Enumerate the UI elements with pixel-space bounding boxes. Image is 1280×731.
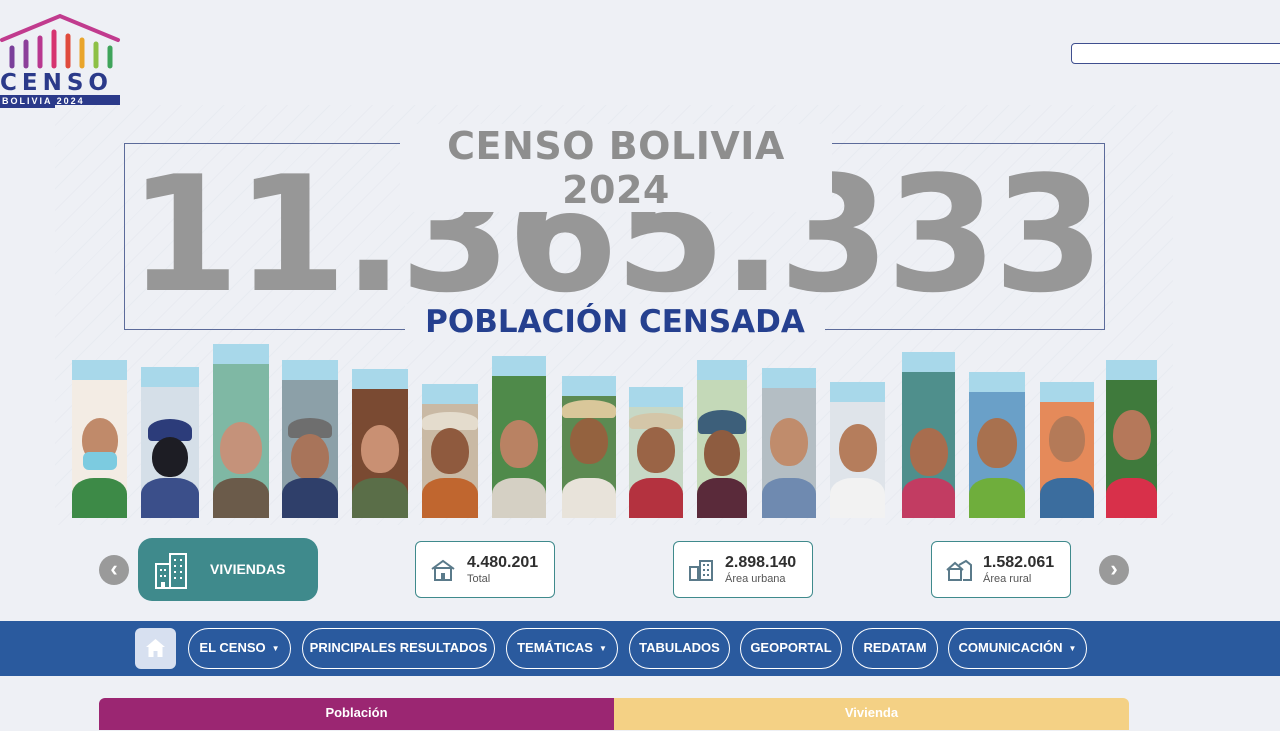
- portrait-image: [213, 344, 269, 518]
- nav-tabulados[interactable]: TABULADOS: [629, 628, 730, 669]
- portrait-image: [629, 387, 683, 518]
- stat-card-total: 4.480.201 Total: [415, 541, 555, 598]
- portrait-image: [352, 369, 408, 518]
- portrait-image: [697, 360, 747, 518]
- population-label: POBLACIÓN CENSADA: [405, 304, 825, 340]
- portrait-image: [902, 352, 955, 518]
- nav-el-censo[interactable]: EL CENSO ▼: [188, 628, 291, 669]
- nav-principales-resultados[interactable]: PRINCIPALES RESULTADOS: [302, 628, 495, 669]
- nav-label: EL CENSO: [199, 640, 266, 655]
- portrait-image: [282, 360, 338, 518]
- stat-label: Total: [467, 573, 491, 585]
- nav-tematicas[interactable]: TEMÁTICAS ▼: [506, 628, 618, 669]
- stat-card-urban: 2.898.140 Área urbana: [673, 541, 813, 598]
- buildings-icon: [155, 553, 187, 589]
- nav-label: TABULADOS: [639, 640, 720, 655]
- nav-label: REDATAM: [863, 640, 927, 655]
- home-button[interactable]: [135, 628, 176, 669]
- caret-down-icon: ▼: [271, 644, 280, 653]
- nav-redatam[interactable]: REDATAM: [852, 628, 938, 669]
- nav-label: GEOPORTAL: [750, 640, 832, 655]
- city-buildings-icon: [689, 560, 713, 581]
- nav-label: PRINCIPALES RESULTADOS: [309, 640, 488, 655]
- stat-label: Área rural: [983, 573, 1032, 585]
- portrait-image: [969, 372, 1025, 518]
- stat-value: 4.480.201: [467, 554, 539, 571]
- census-title: CENSO BOLIVIA 2024: [400, 124, 832, 212]
- logo-roof-icon: [0, 13, 120, 69]
- tab-vivienda[interactable]: Vivienda: [614, 698, 1129, 730]
- logo-text: CENSO: [0, 70, 113, 96]
- search-input[interactable]: [1071, 43, 1280, 64]
- portrait-image: [1040, 382, 1094, 518]
- nav-label: COMUNICACIÓN: [958, 640, 1063, 655]
- stat-card-rural: 1.582.061 Área rural: [931, 541, 1071, 598]
- nav-geoportal[interactable]: GEOPORTAL: [740, 628, 842, 669]
- rural-house-icon: [946, 559, 972, 581]
- viviendas-category-button[interactable]: VIVIENDAS: [138, 538, 318, 601]
- caret-down-icon: ▼: [598, 644, 607, 653]
- stat-value: 2.898.140: [725, 554, 797, 571]
- portrait-image: [422, 384, 478, 518]
- portrait-image: [1106, 360, 1157, 518]
- nav-comunicacion[interactable]: COMUNICACIÓN ▼: [948, 628, 1087, 669]
- carousel-prev-button[interactable]: ‹: [99, 555, 129, 585]
- nav-label: TEMÁTICAS: [517, 640, 593, 655]
- main-nav: EL CENSO ▼ PRINCIPALES RESULTADOS TEMÁTIC…: [0, 621, 1280, 676]
- tab-poblacion[interactable]: Población: [99, 698, 614, 730]
- viviendas-label: VIVIENDAS: [210, 561, 286, 577]
- portrait-image: [492, 356, 546, 518]
- portrait-image: [72, 360, 127, 518]
- portrait-image: [141, 367, 199, 518]
- logo-subtitle: BOLIVIA 2024: [0, 95, 120, 108]
- stat-value: 1.582.061: [983, 554, 1055, 571]
- stat-label: Área urbana: [725, 573, 786, 585]
- home-icon: [146, 639, 165, 657]
- portrait-image: [562, 376, 616, 518]
- house-icon: [431, 559, 455, 581]
- caret-down-icon: ▼: [1068, 644, 1077, 653]
- portrait-image: [830, 382, 885, 518]
- censo-logo[interactable]: CENSO BOLIVIA 2024: [0, 12, 125, 108]
- portrait-image: [762, 368, 816, 518]
- carousel-next-button[interactable]: ›: [1099, 555, 1129, 585]
